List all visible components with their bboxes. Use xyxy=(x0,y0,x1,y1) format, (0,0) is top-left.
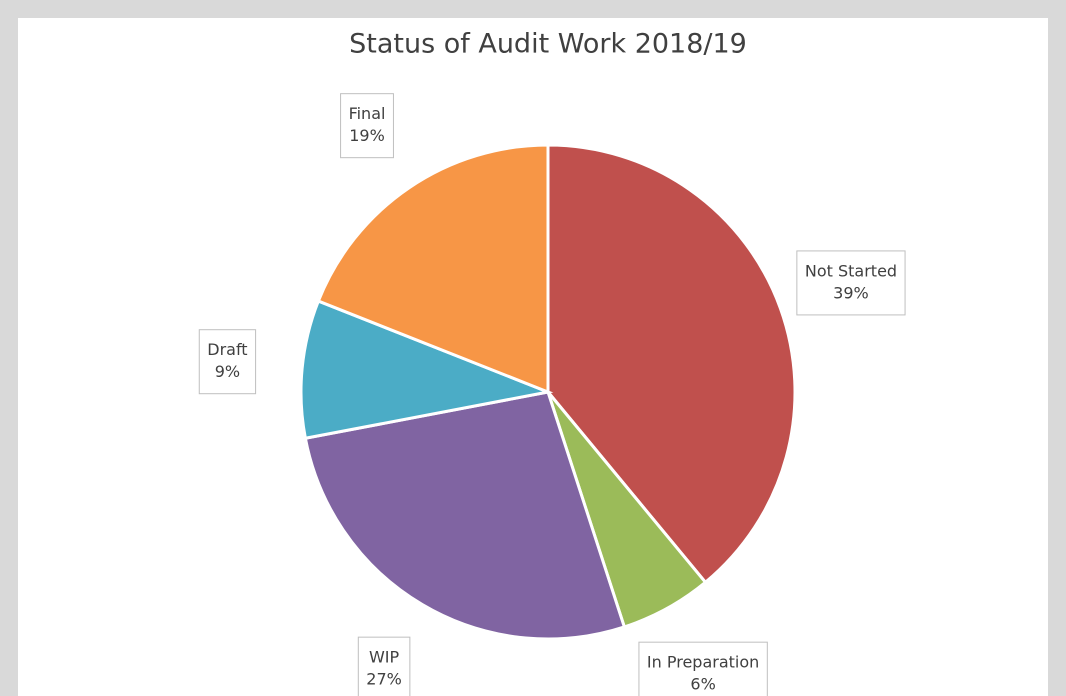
value-label: 27% xyxy=(366,670,402,689)
value-label: 6% xyxy=(690,675,715,694)
label-box xyxy=(357,636,411,696)
pie-slice xyxy=(546,143,797,585)
pie-slice xyxy=(316,143,550,395)
category-label: WIP xyxy=(369,648,400,667)
category-label: Not Started xyxy=(805,261,897,280)
label-box xyxy=(638,641,768,696)
value-label: 9% xyxy=(215,362,240,381)
value-label: 19% xyxy=(349,126,385,145)
category-label: Final xyxy=(349,104,386,123)
label-box xyxy=(198,329,257,395)
category-label: Draft xyxy=(207,340,247,359)
category-label: In Preparation xyxy=(647,653,759,672)
pie-slice xyxy=(303,390,627,641)
label-box xyxy=(796,250,906,316)
label-box xyxy=(340,93,394,159)
value-label: 39% xyxy=(833,283,869,302)
pie-slice xyxy=(299,299,554,441)
chart-title: Status of Audit Work 2018/19 xyxy=(349,29,747,60)
